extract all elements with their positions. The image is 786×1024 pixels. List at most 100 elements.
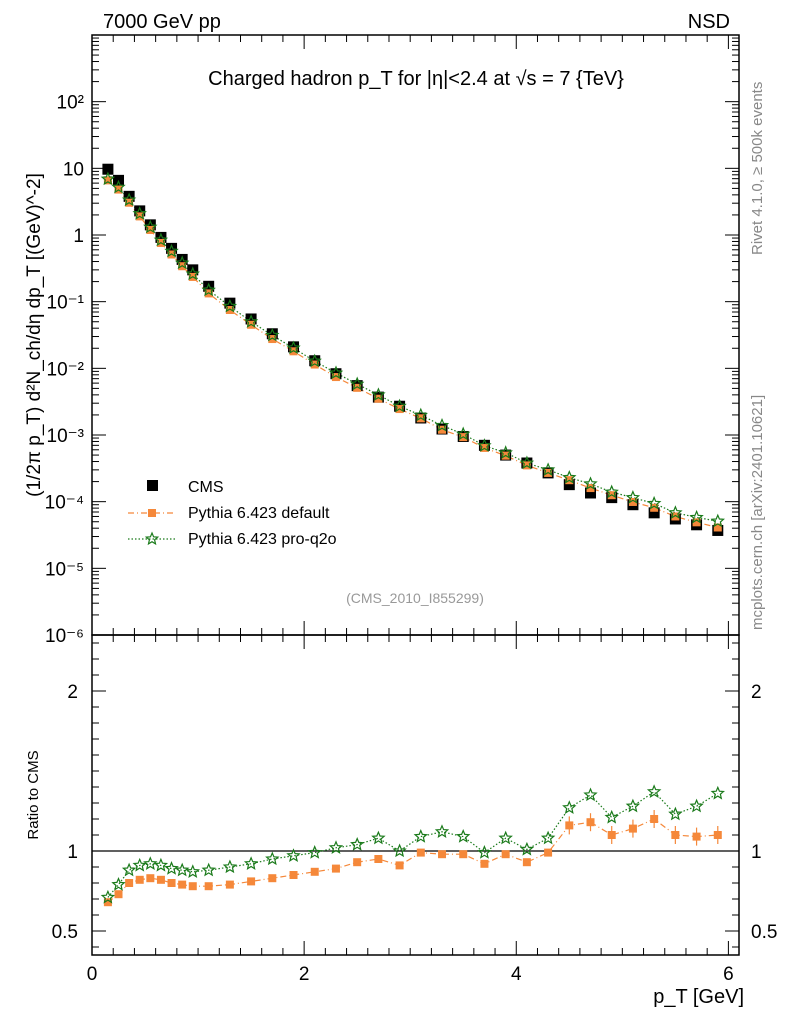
ratio-proq2o-point xyxy=(222,859,238,874)
default-point xyxy=(713,523,722,532)
ratio-default-point xyxy=(671,831,680,839)
proq2o-point xyxy=(174,255,190,270)
cms-point xyxy=(155,231,167,243)
ratio-default-point xyxy=(416,848,425,857)
ratio-default-point xyxy=(713,831,722,839)
ratio-default-point xyxy=(459,850,468,859)
main-ylabel: (1/2π p_T) d²N_ch/dη dp_T [(GeV)^-2] xyxy=(24,173,45,497)
main-ytick-label: 10² xyxy=(57,93,84,114)
default-point xyxy=(225,305,234,314)
ratio-data xyxy=(100,784,725,907)
ratio-proq2o-point xyxy=(185,864,201,878)
ratio-proq2o-point xyxy=(583,787,598,802)
ratio-proq2o-point xyxy=(328,840,344,854)
ratio-default-point xyxy=(156,875,165,884)
ratio-proq2o-point xyxy=(100,889,116,904)
proq2o-point xyxy=(519,455,535,470)
proq2o-point xyxy=(132,206,147,220)
x-axis-label: p_T [GeV] xyxy=(653,986,744,1008)
cms-point xyxy=(563,479,575,491)
ratio-ytick-label: 2 xyxy=(67,682,78,703)
proq2o-point xyxy=(286,340,301,355)
ratio-proq2o-point xyxy=(174,862,190,877)
ratio-proq2o-point xyxy=(307,845,322,859)
cms-point xyxy=(224,297,236,309)
legend-default-label: Pythia 6.423 default xyxy=(188,505,330,522)
proq2o-point xyxy=(143,219,158,234)
ratio-default-point xyxy=(125,879,134,887)
ratio-default-point xyxy=(586,818,595,827)
ratio-ytick-label-right: 1 xyxy=(751,842,762,863)
ratio-default-point xyxy=(103,898,112,907)
proq2o-point xyxy=(498,445,513,460)
ratio-proq2o-point xyxy=(646,784,662,798)
cms-point xyxy=(102,163,114,175)
cms-point xyxy=(144,219,156,231)
proq2o-point xyxy=(164,243,179,258)
cms-point xyxy=(166,242,178,254)
proq2o-point xyxy=(328,365,344,380)
ratio-panel-frame xyxy=(91,634,740,956)
proq2o-point xyxy=(222,298,238,313)
default-point xyxy=(331,373,340,382)
ratio-proq2o-point xyxy=(477,845,492,859)
energy-label: 7000 GeV pp xyxy=(103,11,221,33)
proq2o-point xyxy=(100,171,116,186)
ratio-default-point xyxy=(565,821,574,830)
proq2o-point xyxy=(625,490,641,504)
ratio-default-point xyxy=(225,880,234,889)
main-ytick-label: 1 xyxy=(73,226,84,247)
main-ytick-label: 10 xyxy=(63,159,84,180)
ratio-default-point xyxy=(188,882,197,891)
xtick-label: 0 xyxy=(87,964,98,985)
ratio-default-point xyxy=(289,871,298,879)
ratio-default-point xyxy=(331,864,340,873)
ratio-proq2o-point xyxy=(498,830,513,845)
legend-proq2o-label: Pythia 6.423 pro-q2o xyxy=(188,531,337,548)
proq2o-point xyxy=(455,426,471,441)
ratio-proq2o-point xyxy=(243,856,259,870)
proq2o-point xyxy=(710,513,725,528)
main-axes: 10⁻⁶ 10⁻⁵ 10⁻⁴ 10⁻³ 10⁻² 10⁻¹ 1 10 10² xyxy=(45,35,739,647)
ratio-default-point xyxy=(501,850,510,859)
ratio-default-point xyxy=(628,824,637,833)
cms-point xyxy=(123,190,135,202)
cms-point xyxy=(134,205,146,217)
process-label: NSD xyxy=(688,11,730,33)
proq2o-point xyxy=(121,192,137,207)
main-ytick-label: 10⁻³ xyxy=(47,426,85,447)
default-point xyxy=(671,512,680,521)
legend-proq2o-marker xyxy=(144,531,160,546)
default-point xyxy=(586,484,595,493)
main-ytick-label: 10⁻¹ xyxy=(47,293,85,314)
ratio-proq2o-point xyxy=(455,829,471,843)
proq2o-point xyxy=(185,266,201,281)
legend-default-marker xyxy=(148,509,156,517)
main-proq2o-line xyxy=(107,178,718,522)
ratio-default-point xyxy=(247,877,256,886)
ratio-proq2o-point xyxy=(413,829,428,843)
ratio-default-point xyxy=(480,859,489,868)
ratio-default-point xyxy=(146,874,155,883)
ratio-default-point xyxy=(178,880,187,889)
ratio-proq2o-point xyxy=(371,830,386,845)
ratio-default-point xyxy=(310,867,319,876)
proq2o-point xyxy=(477,438,492,452)
cms-point xyxy=(648,507,660,519)
proq2o-point xyxy=(413,407,428,422)
legend-cms-label: CMS xyxy=(188,479,224,496)
xtick-label: 2 xyxy=(299,964,310,985)
ratio-proq2o-point xyxy=(111,877,126,891)
ratio-default-point xyxy=(522,858,531,867)
proq2o-point xyxy=(434,417,450,432)
mcplots-label: mcplots.cern.ch [arXiv:2401.10621] xyxy=(749,395,766,630)
cms-point xyxy=(187,264,199,276)
ratio-ytick-label-right: 0.5 xyxy=(751,922,777,943)
ratio-default-point xyxy=(544,848,553,857)
ratio-default-point xyxy=(374,855,383,863)
default-point xyxy=(268,335,277,344)
legend: CMS Pythia 6.423 default Pythia 6.423 pr… xyxy=(128,479,337,548)
ratio-proq2o-point xyxy=(689,798,704,813)
ratio-proq2o-point xyxy=(121,862,137,877)
